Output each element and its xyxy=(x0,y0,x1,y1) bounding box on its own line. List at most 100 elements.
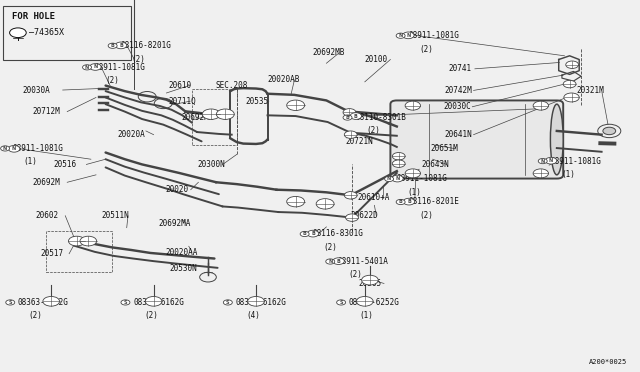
Text: 08911-1081G: 08911-1081G xyxy=(95,63,145,72)
Text: 20535: 20535 xyxy=(245,97,268,106)
Text: 20622D: 20622D xyxy=(351,211,378,220)
Text: 20020A: 20020A xyxy=(117,130,145,139)
Text: S: S xyxy=(8,300,12,305)
Circle shape xyxy=(344,131,357,138)
Circle shape xyxy=(392,175,403,182)
Circle shape xyxy=(356,296,373,306)
Circle shape xyxy=(1,146,10,151)
Text: A200*0025: A200*0025 xyxy=(589,359,627,365)
Circle shape xyxy=(121,300,130,305)
Circle shape xyxy=(80,236,97,246)
Ellipse shape xyxy=(550,104,563,175)
Circle shape xyxy=(403,32,414,39)
Text: 20100: 20100 xyxy=(365,55,388,64)
Text: 20741: 20741 xyxy=(448,64,471,73)
Text: 20692MA: 20692MA xyxy=(181,113,214,122)
Circle shape xyxy=(396,33,405,38)
Text: N: N xyxy=(549,158,553,163)
Circle shape xyxy=(83,65,92,70)
Text: B: B xyxy=(399,199,403,205)
Circle shape xyxy=(350,113,362,119)
Circle shape xyxy=(405,169,420,178)
Circle shape xyxy=(564,93,579,102)
Text: 20300N: 20300N xyxy=(197,160,225,169)
Text: 20516: 20516 xyxy=(53,160,76,169)
Text: —74365X: —74365X xyxy=(29,28,65,37)
Bar xyxy=(3,6,131,60)
Text: 20721N: 20721N xyxy=(346,137,373,146)
Circle shape xyxy=(392,153,405,160)
Text: (2): (2) xyxy=(144,311,158,320)
Text: 08911-5401A: 08911-5401A xyxy=(338,257,388,266)
Text: 20020AB: 20020AB xyxy=(268,76,300,84)
Text: N: N xyxy=(387,176,391,182)
Circle shape xyxy=(287,196,305,207)
Circle shape xyxy=(202,109,220,119)
Circle shape xyxy=(145,296,162,306)
Text: (2): (2) xyxy=(419,211,433,220)
Circle shape xyxy=(333,258,344,264)
Text: B: B xyxy=(111,43,115,48)
Circle shape xyxy=(6,300,15,305)
Bar xyxy=(192,89,237,145)
Circle shape xyxy=(362,275,378,285)
Circle shape xyxy=(115,42,127,49)
Text: (1): (1) xyxy=(24,157,38,166)
Text: (1): (1) xyxy=(408,188,422,197)
Circle shape xyxy=(346,214,358,221)
Text: 20641N: 20641N xyxy=(445,130,472,139)
Circle shape xyxy=(538,158,547,164)
Text: 20530N: 20530N xyxy=(170,264,197,273)
Text: 08116-8201G: 08116-8201G xyxy=(120,41,171,50)
Text: 08116-8201E: 08116-8201E xyxy=(408,198,459,206)
Circle shape xyxy=(216,109,234,119)
Text: N: N xyxy=(3,146,7,151)
Text: 20643N: 20643N xyxy=(421,160,449,169)
Text: 20711Q: 20711Q xyxy=(168,97,196,106)
Text: (1): (1) xyxy=(360,311,374,320)
Text: 20602: 20602 xyxy=(35,211,58,220)
Text: 20651M: 20651M xyxy=(430,144,458,153)
Text: 08911-1081G: 08911-1081G xyxy=(397,174,447,183)
Text: N: N xyxy=(406,33,410,38)
Circle shape xyxy=(603,127,616,135)
Circle shape xyxy=(316,199,334,209)
Text: 08363-6162G: 08363-6162G xyxy=(133,298,184,307)
Text: (2): (2) xyxy=(366,126,380,135)
Text: 20030A: 20030A xyxy=(22,86,50,95)
Circle shape xyxy=(343,109,356,116)
FancyBboxPatch shape xyxy=(390,100,563,179)
Text: B: B xyxy=(346,115,349,120)
Text: N: N xyxy=(93,64,97,70)
Circle shape xyxy=(223,300,232,305)
Text: 08363-6252G: 08363-6252G xyxy=(349,298,399,307)
Text: B: B xyxy=(354,113,358,119)
Circle shape xyxy=(403,198,415,205)
Text: 08911-1081G: 08911-1081G xyxy=(550,157,601,166)
Text: B: B xyxy=(119,43,123,48)
Circle shape xyxy=(307,230,319,237)
Text: (2): (2) xyxy=(419,45,433,54)
Circle shape xyxy=(108,43,117,48)
Text: 08911-1081G: 08911-1081G xyxy=(408,31,459,40)
Text: 20692MA: 20692MA xyxy=(159,219,191,228)
Text: 08363-6162G: 08363-6162G xyxy=(236,298,286,307)
Circle shape xyxy=(392,160,405,167)
Text: N: N xyxy=(396,176,399,181)
Circle shape xyxy=(68,236,85,246)
Text: (2): (2) xyxy=(131,55,145,64)
Circle shape xyxy=(344,192,357,199)
Circle shape xyxy=(533,101,548,110)
Text: (1): (1) xyxy=(561,170,575,179)
Text: 08116-8301G: 08116-8301G xyxy=(312,230,363,238)
Circle shape xyxy=(248,296,264,306)
Bar xyxy=(46,231,112,272)
Circle shape xyxy=(405,101,420,110)
Text: N: N xyxy=(328,259,332,264)
Text: SEC.208: SEC.208 xyxy=(215,81,248,90)
Text: 20321M: 20321M xyxy=(576,86,604,95)
Text: 20511N: 20511N xyxy=(101,211,129,220)
Text: 08911-1081G: 08911-1081G xyxy=(13,144,63,153)
Text: 08110-8301B: 08110-8301B xyxy=(355,113,406,122)
Text: N: N xyxy=(541,158,545,164)
